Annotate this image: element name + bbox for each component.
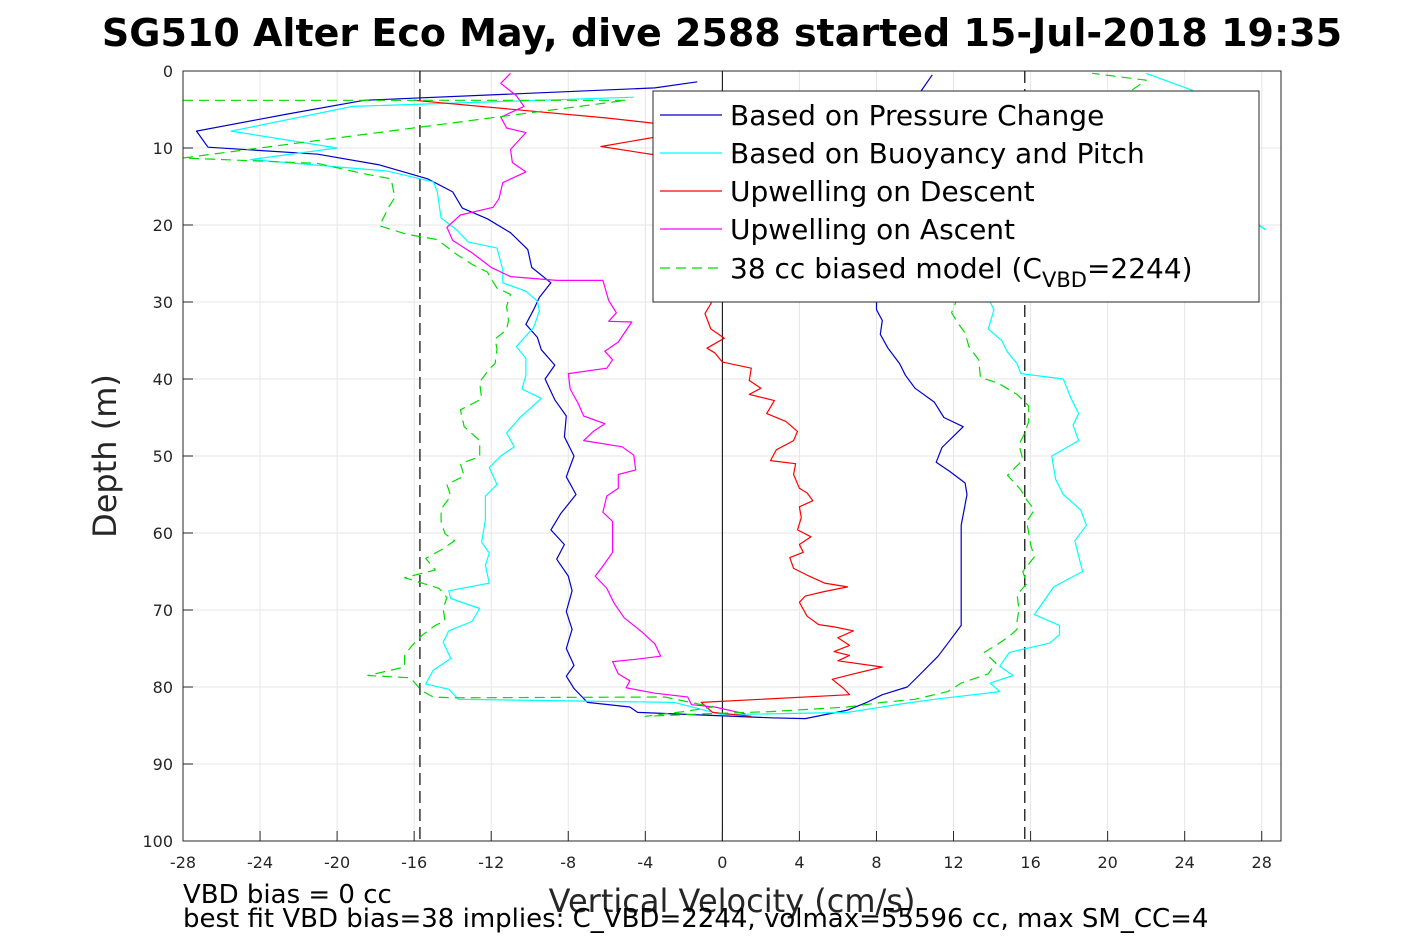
y-tick-label: 40 [153, 370, 173, 389]
y-tick-label: 70 [153, 601, 173, 620]
y-tick-label: 30 [153, 293, 173, 312]
legend-label: Based on Buoyancy and Pitch [730, 137, 1145, 170]
axis-ticks: -28 -24 -20 -16 -12 -8 -4 0 4 8 12 16 20 24 28 0 10 20 30 4… [142, 62, 1271, 872]
x-tick-label: -24 [247, 853, 273, 872]
legend: Based on Pressure Change Based on Buoyanc… [652, 90, 1260, 303]
legend-label: Upwelling on Ascent [730, 213, 1015, 246]
y-tick-label: 50 [153, 447, 173, 466]
x-tick-label: -8 [560, 853, 576, 872]
legend-label: Based on Pressure Change [730, 99, 1104, 132]
y-tick-label: 80 [153, 678, 173, 697]
x-tick-label: -12 [478, 853, 504, 872]
y-tick-label: 100 [142, 832, 173, 851]
legend-label: 38 cc biased model (CVBD=2244) [730, 252, 1193, 292]
x-tick-label: 8 [871, 853, 881, 872]
y-tick-label: 90 [153, 755, 173, 774]
y-tick-label: 60 [153, 524, 173, 543]
series-line-2 [230, 72, 1267, 716]
chart-title: SG510 Alter Eco May, dive 2588 started 1… [102, 11, 1342, 55]
x-tick-label: 28 [1252, 853, 1272, 872]
legend-box [652, 90, 1260, 303]
series-line-5 [183, 72, 1147, 717]
x-tick-label: -20 [324, 853, 350, 872]
y-tick-label: 10 [153, 139, 173, 158]
series-line-4 [446, 72, 746, 715]
x-tick-label: 16 [1020, 853, 1040, 872]
y-axis-label: Depth (m) [86, 374, 124, 538]
footer-line-1: VBD bias = 0 cc [183, 880, 392, 910]
series-line-3 [414, 99, 883, 717]
x-tick-label: -28 [170, 853, 196, 872]
x-tick-label: -16 [401, 853, 427, 872]
x-tick-label: 4 [794, 853, 804, 872]
y-tick-label: 20 [153, 216, 173, 235]
series-line-1 [195, 74, 968, 720]
x-tick-label: 12 [943, 853, 963, 872]
x-tick-label: 24 [1175, 853, 1195, 872]
y-tick-label: 0 [163, 62, 173, 81]
legend-label: Upwelling on Descent [730, 175, 1035, 208]
x-tick-label: 20 [1097, 853, 1117, 872]
x-axis-label: Vertical Velocity (cm/s) [549, 882, 916, 920]
x-tick-label: 0 [717, 853, 727, 872]
footer-line-2: best fit VBD bias=38 implies: C_VBD=2244… [183, 904, 1208, 934]
series-group [183, 72, 1267, 720]
x-tick-label: -4 [637, 853, 653, 872]
